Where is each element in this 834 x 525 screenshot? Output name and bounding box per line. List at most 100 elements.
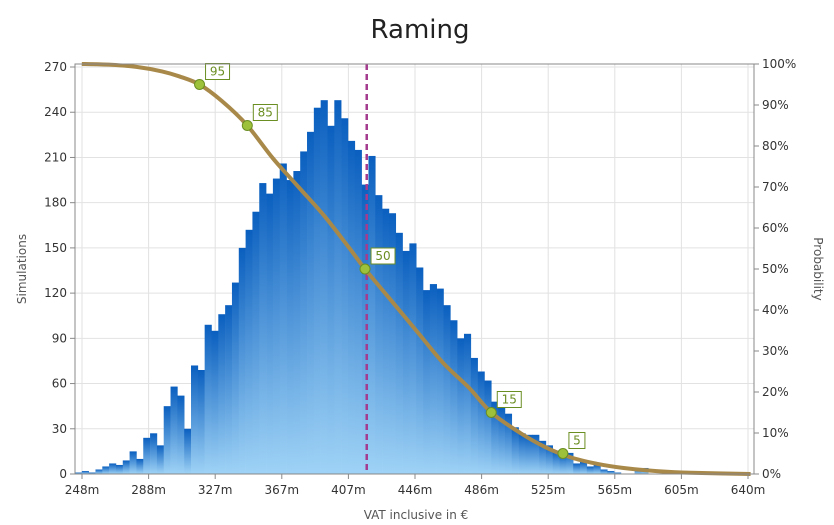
histogram-bar [491,401,499,474]
histogram-bar [177,395,185,474]
x-tick-label: 367m [265,483,300,497]
histogram-bar [88,472,96,474]
x-tick-label: 446m [398,483,433,497]
histogram-bar [470,357,478,474]
percentile-label-box [252,104,278,121]
y-axis-title: Simulations [15,234,29,304]
x-tick-label: 640m [731,483,766,497]
histogram-bar [122,460,130,474]
histogram-bar [231,282,240,474]
histogram-bar [347,140,356,474]
histogram-bar [368,155,376,474]
y-tick-label: 150 [44,241,67,255]
y-tick-label: 270 [44,60,67,74]
histogram-bar [539,440,547,474]
histogram-bar [300,151,308,475]
x-axis-title: VAT inclusive in € [364,508,469,522]
x-tick-label: 407m [331,483,366,497]
histogram-bar [218,314,226,474]
histogram-bar [327,125,335,475]
histogram-bar [204,324,212,474]
histogram-bar [143,437,151,474]
histogram-bar [402,250,410,474]
percentile-marker [557,448,569,459]
histogram-bar [286,180,294,475]
y2-tick-label: 50% [762,262,789,276]
histogram-bar [81,470,89,474]
histogram-bars [75,100,649,475]
histogram-bar [375,195,383,474]
histogram-bar [136,458,144,474]
percentile-label: 50 [375,249,390,263]
histogram-bar [361,184,369,474]
histogram-bar [102,466,110,474]
histogram-bar [634,469,642,474]
y2-tick-label: 80% [762,139,789,153]
histogram-bar [191,365,199,474]
y-tick-label: 0 [59,467,67,481]
histogram-bar [409,243,417,474]
histogram-bar [115,464,124,474]
y2-tick-label: 40% [762,303,789,317]
histogram-bar [457,338,465,474]
histogram-bar [511,427,519,474]
histogram-bar [307,131,315,475]
percentile-marker [194,79,206,90]
histogram-bar [532,434,540,474]
histogram-bar [573,463,581,474]
histogram-bar [313,107,321,475]
histogram-bar [498,407,506,474]
histogram-bar [477,371,485,474]
percentile-label-box [370,247,396,265]
y2-tick-label: 60% [762,221,789,235]
percentile-markers: 95 85 50 15 5 [194,63,586,459]
y2-tick-label: 30% [762,344,789,358]
histogram-bar [266,193,274,474]
y2-tick-label: 90% [762,98,789,112]
probability-curve [81,62,751,476]
histogram-bar [504,413,513,474]
histogram-bar [395,232,403,474]
percentile-label: 95 [210,65,225,79]
histogram-bar [525,434,533,474]
histogram-bar [450,320,458,474]
histogram-bar [559,454,567,474]
x-tick-label: 248m [65,483,100,497]
histogram-bar [600,469,608,474]
histogram-bar [593,464,601,474]
percentile-label-box [568,432,586,449]
histogram-bar [109,463,117,474]
y-axis-ticks: 0 30 60 90 120 150 180 210 240 270 [44,60,75,481]
histogram-bar [238,247,246,474]
histogram-bar [245,229,253,474]
y-tick-label: 180 [44,196,67,210]
histogram-bar [436,288,444,474]
histogram-bar [170,386,178,474]
y-tick-label: 90 [52,331,67,345]
histogram-bar [388,213,397,474]
histogram-bar [259,183,267,475]
percentile-label: 85 [258,106,273,120]
histogram-bar [566,452,574,474]
percentile-label: 15 [502,393,517,407]
chart-title: Raming [371,15,470,45]
x-tick-label: 565m [598,483,633,497]
y2-tick-label: 70% [762,180,789,194]
percentile-marker [359,263,371,275]
histogram-bar [423,290,431,474]
x-tick-label: 605m [664,483,699,497]
histogram-bar [75,472,83,474]
y2-axis-ticks: 0% 10% 20% 30% 40% 50% 60% 70% 80% 90% 100% [754,57,796,481]
histogram-bar [150,433,158,474]
histogram-bar [484,380,492,474]
percentile-marker [485,407,497,418]
percentile-label-box [496,391,522,408]
y-tick-label: 240 [44,105,67,119]
x-tick-label: 525m [531,483,566,497]
histogram-bar [341,118,349,474]
histogram-bar [545,445,553,474]
histogram-bar [518,433,526,474]
histogram-bar [443,305,451,474]
histogram-bar [225,305,233,474]
